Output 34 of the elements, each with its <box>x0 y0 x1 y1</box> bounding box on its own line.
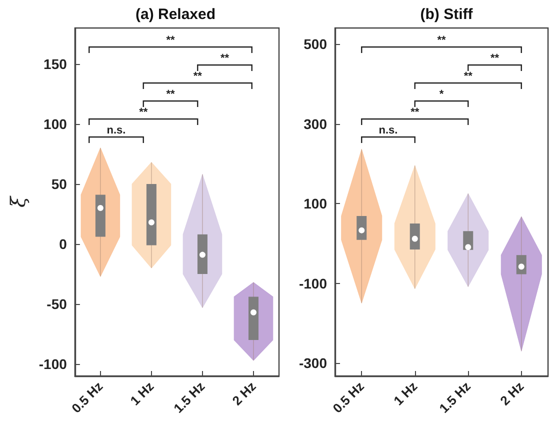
annotation: ** <box>437 34 446 46</box>
y-tick-label: 50 <box>51 176 68 192</box>
annotation: ** <box>139 106 148 118</box>
x-tick-label: 2 Hz <box>497 378 528 408</box>
chart-title: (a) Relaxed <box>135 6 216 23</box>
chart-title: (b) Stiff <box>420 6 474 23</box>
x-tick-label: 0.5 Hz <box>68 378 106 416</box>
annotation: ** <box>220 52 230 64</box>
x-tick-label: 1 Hz <box>390 378 421 408</box>
x-tick-label: 2 Hz <box>229 378 260 408</box>
y-tick-label: 500 <box>304 36 328 52</box>
annotation: ** <box>193 70 203 82</box>
y-tick-label: 150 <box>44 56 68 72</box>
annotation: ** <box>410 106 420 118</box>
y-tick-label: -100 <box>298 275 328 292</box>
x-tick-label: 1.5 Hz <box>170 378 208 416</box>
x-tick-label: 1.5 Hz <box>436 378 474 416</box>
y-tick-label: -100 <box>38 356 68 372</box>
y-tick-label: -50 <box>46 296 68 312</box>
y-tick-label: 100 <box>44 116 68 132</box>
annotation: n.s. <box>106 124 126 136</box>
y-tick-label: 300 <box>304 116 328 132</box>
x-tick-label: 1 Hz <box>127 378 158 408</box>
y-tick-label: -300 <box>298 355 328 372</box>
y-tick-label: 100 <box>304 196 328 212</box>
annotation: ** <box>166 34 176 46</box>
annotation: ** <box>166 88 176 100</box>
annotation: n.s. <box>378 124 398 136</box>
annotation: ** <box>490 52 500 64</box>
y-tick-label: 0 <box>59 236 68 252</box>
annotation: ** <box>464 70 474 82</box>
y-axis-title: ξ <box>6 196 30 208</box>
annotation: * <box>439 88 444 100</box>
x-tick-label: 0.5 Hz <box>330 378 368 416</box>
